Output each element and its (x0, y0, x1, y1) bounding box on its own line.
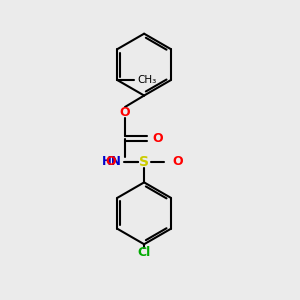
Text: O: O (120, 106, 130, 119)
Text: O: O (152, 132, 163, 145)
Text: Cl: Cl (137, 246, 151, 259)
Text: HN: HN (102, 155, 122, 168)
Text: CH₃: CH₃ (137, 75, 157, 85)
Text: S: S (139, 155, 149, 169)
Text: O: O (105, 155, 116, 168)
Text: O: O (173, 155, 183, 168)
